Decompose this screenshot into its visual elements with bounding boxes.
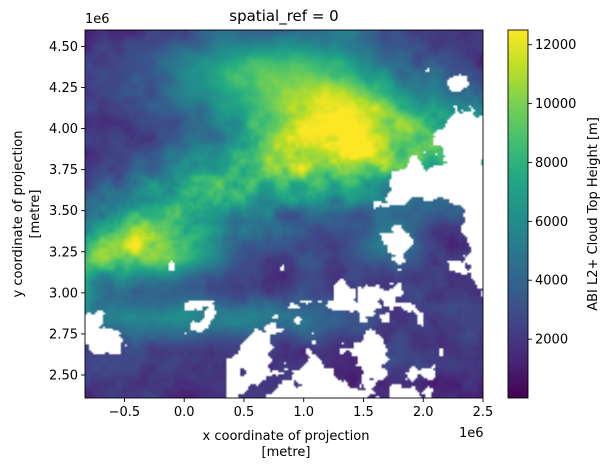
plot-area: −0.5 0.0 0.5 1.0 1.5 2.0 2.5 2.50 2.75 3.00 3.25 3… bbox=[49, 29, 494, 420]
colorbar-tick-label: 10000 bbox=[535, 97, 576, 112]
x-axis-ticks: −0.5 0.0 0.5 1.0 1.5 2.0 2.5 bbox=[109, 398, 494, 420]
y-tick-label: 2.75 bbox=[49, 327, 78, 342]
x-tick-label: 2.0 bbox=[413, 405, 434, 420]
y-axis-ticks: 2.50 2.75 3.00 3.25 3.50 3.75 4.00 4.25 4.50 bbox=[49, 40, 85, 384]
y-tick-label: 4.50 bbox=[49, 40, 78, 55]
x-tick-label: −0.5 bbox=[109, 405, 141, 420]
x-tick-label: 0.0 bbox=[174, 405, 195, 420]
y-tick-label: 3.00 bbox=[49, 286, 78, 301]
y-tick-label: 3.50 bbox=[49, 204, 78, 219]
y-tick-label: 3.25 bbox=[49, 245, 78, 260]
colorbar-tick-label: 6000 bbox=[535, 215, 568, 230]
colorbar-label: ABI L2+ Cloud Top Height [m] bbox=[586, 117, 601, 311]
colorbar-ticks: 2000 4000 6000 8000 10000 12000 bbox=[528, 38, 576, 348]
colorbar-tick-label: 8000 bbox=[535, 156, 568, 171]
cloud-top-height-heatmap bbox=[85, 30, 483, 398]
x-offset-label: 1e6 bbox=[459, 426, 484, 441]
colorbar: 2000 4000 6000 8000 10000 12000 ABI L2+ Cloud… bbox=[507, 29, 601, 399]
plot-frame bbox=[84, 29, 484, 399]
colorbar-tick-label: 2000 bbox=[535, 333, 568, 348]
x-axis-label-line1: x coordinate of projection bbox=[203, 429, 370, 444]
chart-title: spatial_ref = 0 bbox=[229, 7, 338, 26]
x-tick-label: 0.5 bbox=[234, 405, 255, 420]
y-tick-label: 3.75 bbox=[49, 163, 78, 178]
x-tick-label: 1.5 bbox=[353, 405, 374, 420]
colorbar-gradient bbox=[507, 29, 529, 399]
x-axis-label-line2: [metre] bbox=[262, 445, 311, 460]
y-offset-label: 1e6 bbox=[85, 12, 110, 27]
y-tick-label: 4.00 bbox=[49, 122, 78, 137]
y-tick-label: 4.25 bbox=[49, 81, 78, 96]
x-tick-label: 1.0 bbox=[293, 405, 314, 420]
y-axis-label-line2: [metre] bbox=[28, 190, 43, 239]
colorbar-tick-label: 4000 bbox=[535, 274, 568, 289]
y-axis-label-line1: y coordinate of projection bbox=[11, 131, 26, 298]
colorbar-tick-label: 12000 bbox=[535, 38, 576, 53]
y-tick-label: 2.50 bbox=[49, 369, 78, 384]
x-tick-label: 2.5 bbox=[473, 405, 494, 420]
